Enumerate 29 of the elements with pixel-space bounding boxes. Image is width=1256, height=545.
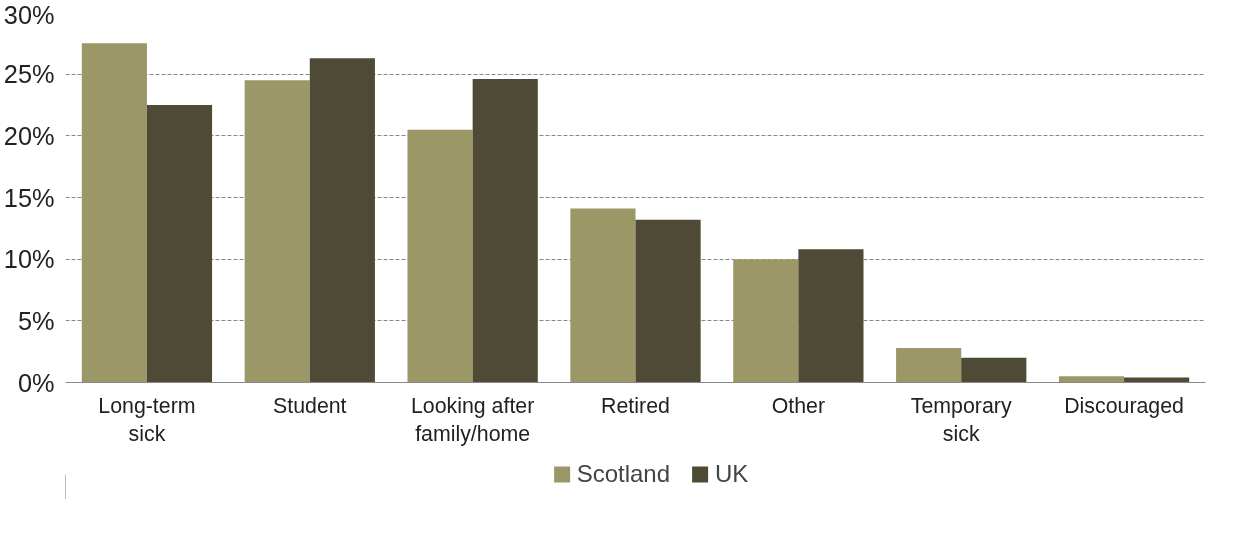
bar — [244, 80, 310, 383]
legend-label: UK — [715, 460, 749, 488]
bar — [798, 249, 864, 383]
bar — [472, 79, 538, 383]
legend-label: Scotland — [576, 460, 671, 488]
bar — [733, 259, 799, 383]
bar — [146, 105, 213, 383]
bar — [407, 129, 473, 383]
bar — [961, 357, 1027, 383]
y-tick-label: 15% — [3, 183, 55, 212]
bar — [309, 58, 375, 383]
y-tick-label: 20% — [3, 121, 55, 150]
y-tick-label: 0% — [17, 368, 55, 397]
x-tick-label: Looking after family/home — [410, 393, 535, 447]
x-tick-label: Discouraged — [1064, 393, 1184, 418]
y-tick-label: 25% — [3, 60, 55, 89]
x-tick-label: Temporary sick — [910, 393, 1012, 447]
x-tick-label: Student — [273, 393, 347, 418]
bar — [570, 208, 636, 383]
x-tick-label: Retired — [601, 393, 670, 418]
y-tick-label: 30% — [3, 0, 55, 29]
bar — [81, 43, 147, 383]
x-tick-label: Long-term sick — [98, 393, 196, 447]
bar — [1058, 376, 1125, 383]
bar — [635, 219, 701, 383]
y-tick-label: 10% — [3, 245, 55, 274]
bar — [896, 347, 962, 383]
x-tick-label: Other — [771, 393, 826, 418]
y-tick-label: 5% — [17, 306, 55, 335]
